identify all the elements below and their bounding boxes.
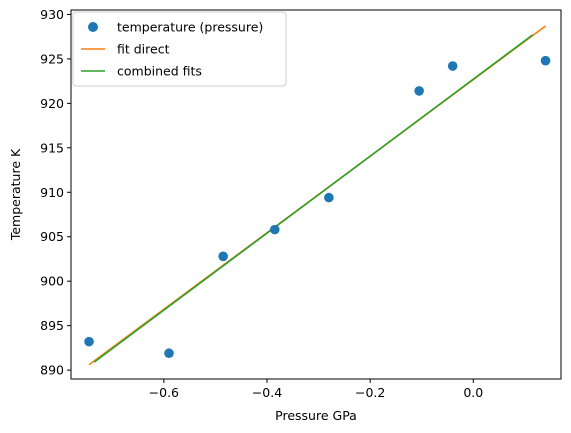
data-point xyxy=(447,61,458,71)
data-point xyxy=(414,86,424,96)
y-tick-label: 920 xyxy=(40,96,64,111)
y-axis-label: Temperature K xyxy=(8,148,23,241)
x-axis-ticks: −0.6 −0.4 −0.2 0.0 xyxy=(149,379,483,400)
legend-label-fit-direct: fit direct xyxy=(117,42,170,57)
data-point xyxy=(84,336,94,347)
data-point xyxy=(269,224,280,235)
series-layer xyxy=(84,25,551,366)
legend-box xyxy=(72,11,287,87)
data-point xyxy=(218,251,228,262)
legend: temperature (pressure) fit direct combin… xyxy=(72,11,287,87)
legend-marker-temperature xyxy=(88,22,98,32)
data-point xyxy=(324,192,334,203)
data-point xyxy=(540,55,551,66)
series-line-2 xyxy=(93,34,534,363)
y-tick-label: 930 xyxy=(40,7,64,22)
x-tick-label: −0.4 xyxy=(252,385,282,400)
x-tick-label: −0.6 xyxy=(149,385,179,400)
x-axis-label: Pressure GPa xyxy=(275,408,357,423)
y-tick-label: 900 xyxy=(40,274,64,289)
plot-frame xyxy=(70,9,562,380)
legend-label-temperature: temperature (pressure) xyxy=(117,20,263,35)
data-point xyxy=(164,348,174,359)
y-tick-label: 915 xyxy=(40,140,64,155)
y-axis-ticks: 890 895 900 905 910 915 920 925 930 xyxy=(40,7,71,378)
x-tick-label: −0.2 xyxy=(355,385,385,400)
y-tick-label: 905 xyxy=(40,229,64,244)
y-tick-label: 890 xyxy=(40,363,64,378)
x-tick-label: 0.0 xyxy=(463,385,483,400)
y-tick-label: 895 xyxy=(40,318,64,333)
y-tick-label: 925 xyxy=(40,51,64,66)
legend-label-combined-fits: combined fits xyxy=(117,64,202,79)
y-tick-label: 910 xyxy=(40,185,64,200)
